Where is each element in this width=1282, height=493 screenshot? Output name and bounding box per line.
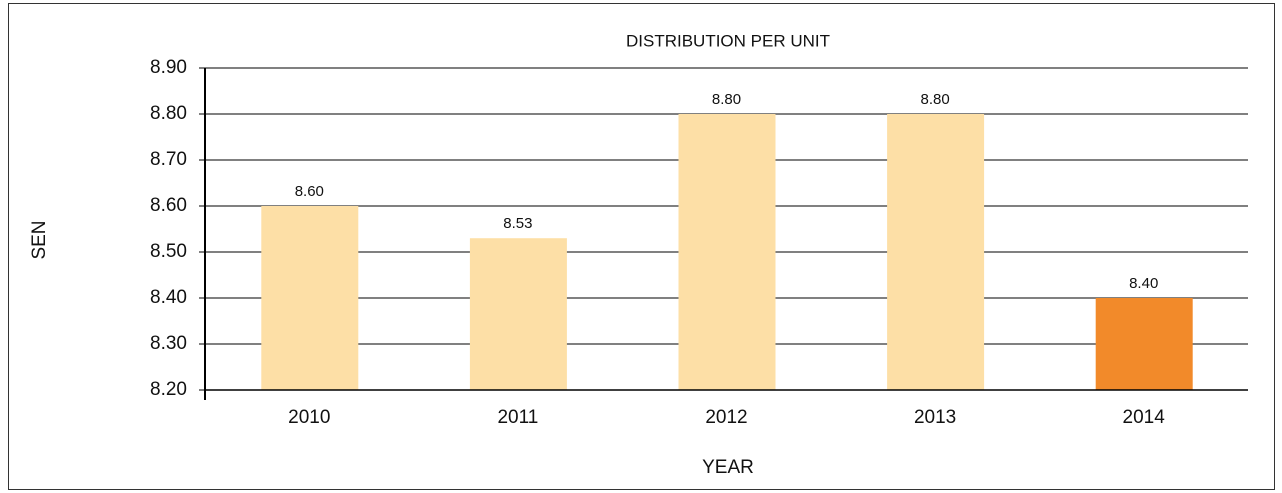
x-tick-label: 2010 (288, 407, 330, 428)
y-tick-label: 8.50 (150, 241, 187, 262)
data-label: 8.60 (295, 183, 324, 200)
chart-border (8, 3, 1275, 490)
bar (1095, 298, 1193, 390)
bar (887, 114, 985, 390)
x-tick-label: 2012 (705, 407, 747, 428)
bar (678, 114, 776, 390)
data-label: 8.40 (1129, 275, 1158, 292)
y-tick-label: 8.60 (150, 195, 187, 216)
x-axis-label: YEAR (702, 457, 754, 478)
bar (261, 206, 359, 390)
data-label: 8.80 (712, 91, 741, 108)
y-tick-label: 8.30 (150, 333, 187, 354)
data-label: 8.80 (920, 91, 949, 108)
y-tick-label: 8.70 (150, 149, 187, 170)
y-tick-label: 8.80 (150, 103, 187, 124)
bar (469, 238, 567, 390)
x-tick-label: 2011 (497, 407, 538, 428)
y-tick-label: 8.20 (150, 379, 187, 400)
y-tick-label: 8.90 (150, 57, 187, 78)
x-tick-label: 2014 (1123, 407, 1166, 428)
y-axis-label: SEN (29, 220, 50, 259)
x-tick-label: 2013 (914, 407, 956, 428)
y-tick-label: 8.40 (150, 287, 187, 308)
data-label: 8.53 (503, 215, 532, 232)
chart-title: DISTRIBUTION PER UNIT (626, 31, 830, 50)
